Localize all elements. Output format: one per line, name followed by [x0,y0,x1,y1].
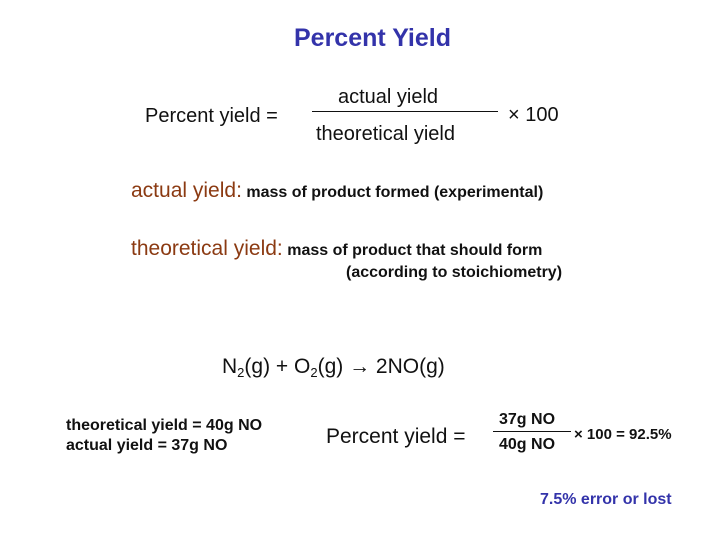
page-title: Percent Yield [293,24,452,52]
example-lhs: Percent yield = [326,425,466,448]
actual-yield-colon: : [236,179,242,202]
actual-yield-term: actual yield [131,179,237,202]
theoretical-yield-colon: : [276,237,283,260]
actual-yield-text: mass of product formed (experimental) [246,184,544,201]
formula-numerator: actual yield [338,86,439,108]
reaction-n-subscript: 2 [237,365,245,380]
formula-fraction-bar [312,111,498,112]
formula-multiplier: × 100 [508,104,559,126]
theoretical-yield-text-line2: (according to stoichiometry) [346,264,563,281]
actual-yield-definition: actual yield: mass of product formed (ex… [131,179,543,203]
reaction-n: N [222,355,238,378]
formula-lhs: Percent yield = [145,105,278,127]
example-numerator: 37g NO [499,411,556,428]
reaction-o-subscript: 2 [310,365,318,380]
given-actual-yield: actual yield = 37g NO [66,437,228,454]
example-denominator: 40g NO [499,436,556,453]
theoretical-yield-text-line1: mass of product that should form [287,242,543,259]
reaction-plus-o: (g) + O [244,355,311,378]
error-note: 7.5% error or lost [540,491,672,508]
reaction-equation: N2(g) + O2(g) → 2NO(g) [222,355,445,380]
formula-denominator: theoretical yield [316,123,455,145]
given-theoretical-yield: theoretical yield = 40g NO [66,417,263,434]
theoretical-yield-term: theoretical yield [131,237,277,260]
theoretical-yield-definition: theoretical yield: mass of product that … [131,237,542,261]
example-result: × 100 = 92.5% [574,426,672,443]
example-fraction-bar [493,431,571,432]
reaction-products: (g) → 2NO(g) [317,355,445,378]
